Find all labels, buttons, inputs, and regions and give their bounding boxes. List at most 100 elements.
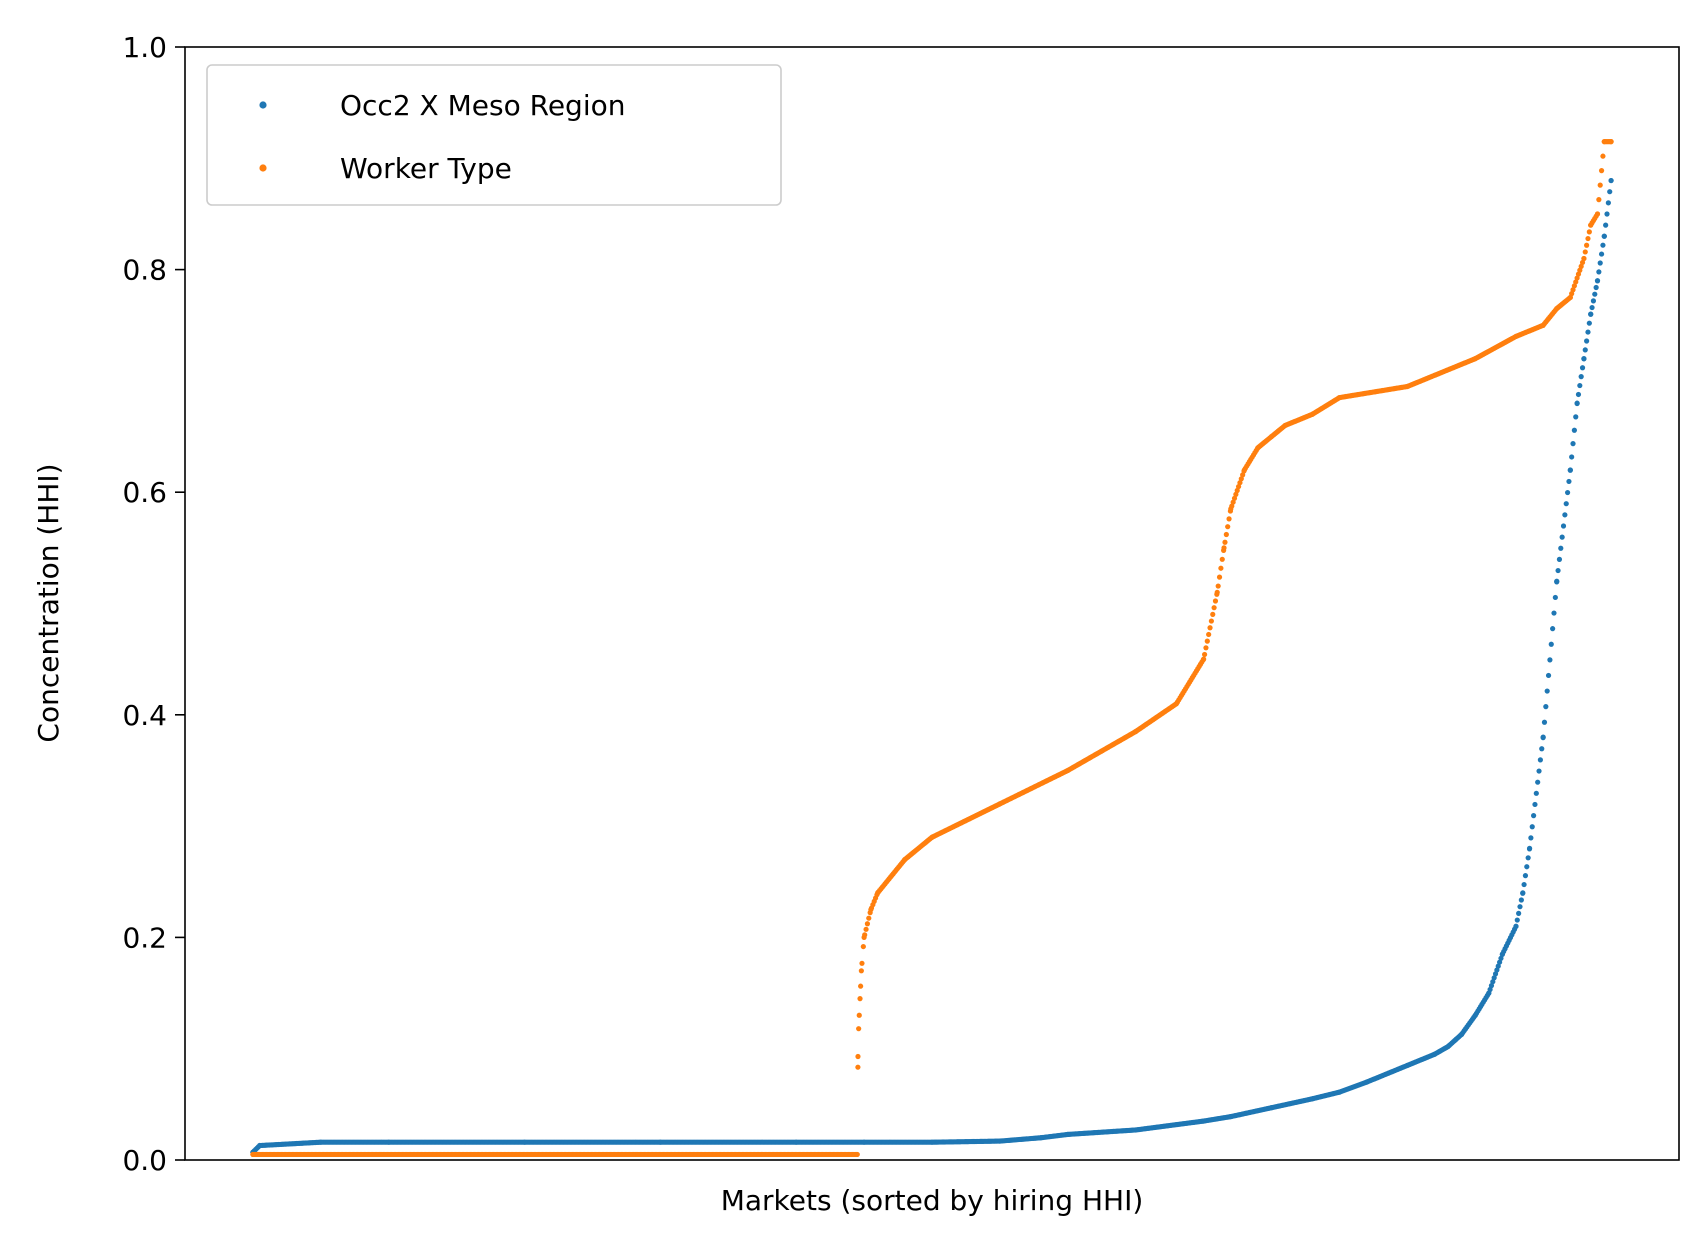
data-point [1533,790,1539,796]
data-point [1234,487,1240,494]
y-tick-label: 1.0 [122,31,167,64]
data-point [1569,454,1575,460]
data-point [318,1139,324,1145]
data-point [1282,422,1288,429]
data-point [1605,200,1611,206]
data-point [875,890,881,896]
data-point [1173,701,1180,707]
data-point [1539,746,1545,752]
data-point [1571,427,1577,433]
data-point [1541,719,1548,725]
data-point [793,1139,799,1145]
data-point [1486,990,1492,996]
data-point [859,960,865,966]
data-point [1208,618,1214,624]
data-point [1133,728,1139,735]
data-point [1584,338,1590,344]
legend-box [206,64,782,206]
data-point [1554,305,1560,312]
data-point [1228,1113,1234,1120]
data-point [1564,489,1571,496]
data-point [1524,864,1530,870]
data-point [1555,567,1561,574]
data-point [1560,523,1567,529]
data-point [857,996,863,1002]
data-point [855,1053,861,1060]
data-point [861,1139,867,1145]
data-point [860,943,866,950]
data-point [1535,779,1541,785]
data-point [1525,855,1531,861]
data-point [1575,271,1582,277]
data-point [1221,545,1227,551]
data-point [1404,383,1410,390]
data-point [1590,298,1597,304]
data-point [657,1139,663,1145]
data-point [1585,329,1591,335]
data-point [1598,168,1605,174]
data-point [863,926,869,932]
data-point [1499,951,1506,957]
data-point [1584,242,1590,248]
data-point [1230,499,1236,505]
data-point [1336,394,1343,401]
legend-label-occ2-meso-region: Occ2 X Meso Region [340,89,625,122]
data-point [856,1012,862,1018]
data-point [1543,704,1549,710]
data-point [1038,1135,1044,1141]
data-point [855,1064,861,1070]
data-point [861,934,867,941]
data-point [1237,480,1243,486]
data-point [1513,333,1519,339]
data-point [1558,545,1564,551]
legend-marker-occ2-meso-region [259,101,267,109]
data-point [1579,365,1586,371]
data-point [1579,259,1586,266]
data-point [1214,589,1220,595]
data-point [1431,1051,1438,1057]
data-point [1233,491,1239,497]
legend: Occ2 X Meso Region Worker Type [206,64,782,206]
data-point [1608,177,1614,184]
data-point [854,1151,860,1158]
data-point [997,1138,1003,1144]
data-point [858,968,864,974]
data-point [1492,971,1499,977]
data-point [1215,583,1221,589]
data-point [1516,910,1522,916]
data-point [1597,182,1603,188]
data-point [1472,356,1478,362]
data-point [1404,1062,1410,1068]
data-point [1219,556,1225,562]
data-point [521,1139,528,1145]
data-point [1223,531,1229,538]
data-point [902,856,908,863]
data-point [1550,626,1556,632]
data-point [1537,757,1543,763]
data-point [1459,1031,1465,1037]
data-point [1133,1127,1139,1133]
data-point [1529,824,1535,830]
data-point [1592,291,1598,297]
y-tick-label: 0.2 [122,921,167,954]
data-point [1544,688,1550,694]
data-point [1574,400,1580,406]
data-point [1226,516,1232,522]
data-point [1201,1118,1207,1124]
data-point [257,1142,263,1149]
data-point [1594,211,1601,217]
data-point [1567,467,1573,473]
data-point [1601,233,1607,239]
y-tick-label: 0.6 [122,476,167,509]
data-point [1216,574,1223,580]
data-point [1573,414,1579,420]
data-point [250,1151,256,1158]
data-point [1201,656,1207,662]
plot-frame [184,46,1680,1161]
data-point [1552,594,1558,601]
data-point [1517,904,1523,910]
data-point [1596,269,1602,275]
data-point [1603,222,1609,228]
legend-marker-worker-type [259,164,267,172]
data-point [1562,512,1568,518]
